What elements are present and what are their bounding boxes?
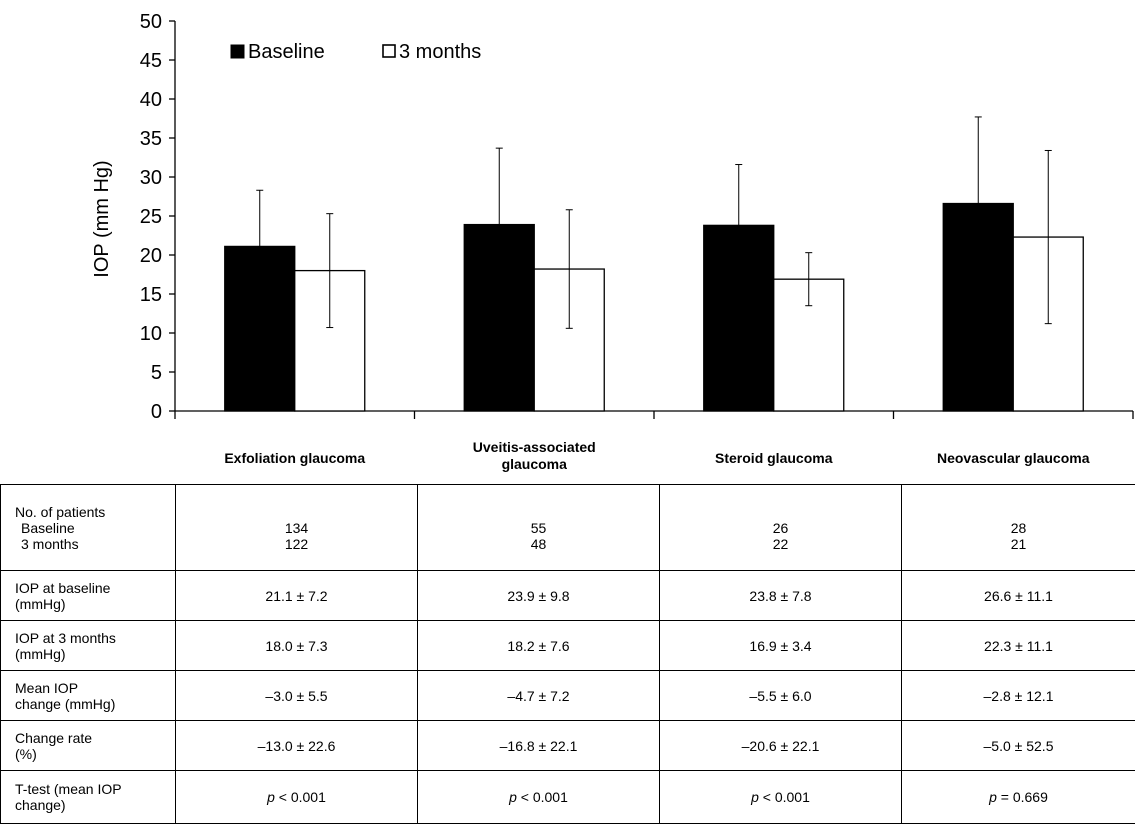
y-tick-label: 0 (151, 401, 162, 423)
legend-swatch-baseline (230, 44, 245, 59)
legend-label-3-months: 3 months (399, 41, 481, 63)
table-cell: 18.0 ± 7.3 (175, 620, 418, 671)
table-cell: –5.5 ± 6.0 (659, 670, 902, 721)
table-cell: –16.8 ± 22.1 (417, 720, 660, 771)
table-cell: 26.6 ± 11.1 (901, 570, 1135, 621)
table-cell: p = 0.669 (901, 770, 1135, 824)
row-header: IOP at baseline (mmHg) (0, 570, 176, 621)
category-label: Exfoliation glaucoma (224, 450, 365, 466)
y-axis-label: IOP (mm Hg) (91, 160, 113, 277)
table-cell: 16.9 ± 3.4 (659, 620, 902, 671)
legend-swatch-3-months (382, 44, 396, 58)
table-row: Change rate (%) –13.0 ± 22.6 –16.8 ± 22.1 –2… (0, 720, 1135, 771)
table-cell: p < 0.001 (659, 770, 902, 824)
y-tick-label: 10 (140, 323, 162, 345)
table-row: No. of patients Baseline 3 months 134 122 55 4… (0, 484, 1135, 571)
table-cell: 134 122 (175, 484, 418, 571)
table-cell: –13.0 ± 22.6 (175, 720, 418, 771)
table-row: Mean IOP change (mmHg) –3.0 ± 5.5 –4.7 ± 7.… (0, 670, 1135, 721)
legend-label-baseline: Baseline (248, 41, 325, 63)
table-cell: p < 0.001 (417, 770, 660, 824)
table-cell: 22.3 ± 11.1 (901, 620, 1135, 671)
y-tick-label: 50 (140, 11, 162, 33)
table-cell: 23.8 ± 7.8 (659, 570, 902, 621)
table-cell: 28 21 (901, 484, 1135, 571)
table-cell: –3.0 ± 5.5 (175, 670, 418, 721)
iop-bar-chart: 0 5 10 15 20 25 30 35 40 45 50 Exfoliation glaucom… (91, 11, 1134, 472)
y-tick-label: 15 (140, 284, 162, 306)
table-cell: –4.7 ± 7.2 (417, 670, 660, 721)
table-row: IOP at 3 months (mmHg) 18.0 ± 7.3 18.2 ± 7.… (0, 620, 1135, 671)
table-cell: p < 0.001 (175, 770, 418, 824)
y-tick-label: 30 (140, 167, 162, 189)
y-tick-label: 25 (140, 206, 162, 228)
table-cell: 26 22 (659, 484, 902, 571)
table-cell: 21.1 ± 7.2 (175, 570, 418, 621)
y-tick-label: 40 (140, 89, 162, 111)
category-label: Neovascular glaucoma (937, 450, 1090, 466)
category-labels: Exfoliation glaucoma Uveitis-associated gl… (224, 439, 1089, 472)
table-cell: 55 48 (417, 484, 660, 571)
category-label: Steroid glaucoma (715, 450, 833, 466)
table-cell: –5.0 ± 52.5 (901, 720, 1135, 771)
y-tick-label: 20 (140, 245, 162, 267)
chart-legend: Baseline 3 months (230, 41, 481, 63)
table-cell: 18.2 ± 7.6 (417, 620, 660, 671)
y-tick-label: 35 (140, 128, 162, 150)
row-header: Change rate (%) (0, 720, 176, 771)
row-header: No. of patients Baseline 3 months (0, 484, 176, 571)
table-cell: –2.8 ± 12.1 (901, 670, 1135, 721)
table-row: T-test (mean IOP change) p < 0.001 p < 0.00… (0, 770, 1135, 824)
y-tick-label: 45 (140, 50, 162, 72)
table-cell: –20.6 ± 22.1 (659, 720, 902, 771)
row-header: IOP at 3 months (mmHg) (0, 620, 176, 671)
table-row: IOP at baseline (mmHg) 21.1 ± 7.2 23.9 ± 9.… (0, 570, 1135, 621)
category-label: Uveitis-associated glaucoma (473, 439, 596, 472)
y-tick-label: 5 (151, 362, 162, 384)
row-header: T-test (mean IOP change) (0, 770, 176, 824)
statistics-table: No. of patients Baseline 3 months 134 122 55 4… (0, 484, 1135, 824)
chart-bars (224, 116, 1084, 412)
table-cell: 23.9 ± 9.8 (417, 570, 660, 621)
row-header: Mean IOP change (mmHg) (0, 670, 176, 721)
